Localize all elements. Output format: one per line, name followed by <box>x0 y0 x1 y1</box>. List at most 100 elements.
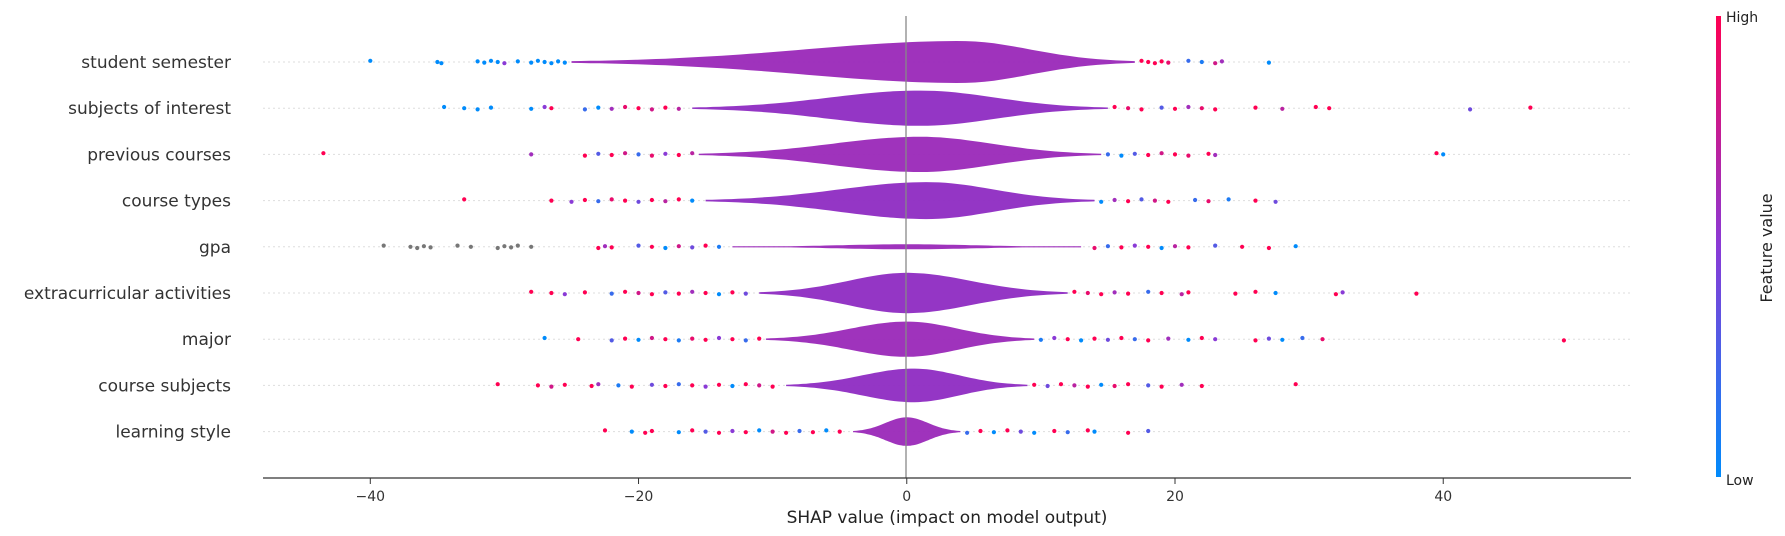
data-point <box>649 382 655 387</box>
data-point <box>663 105 668 110</box>
data-point <box>743 382 748 387</box>
data-point <box>991 430 997 435</box>
data-point <box>716 430 722 435</box>
data-point <box>623 289 628 294</box>
data-point <box>1099 382 1104 387</box>
data-point <box>784 430 789 435</box>
data-point <box>1112 104 1117 110</box>
data-point <box>502 61 507 66</box>
data-point <box>978 428 983 434</box>
data-point <box>1159 105 1164 110</box>
data-point <box>1327 106 1332 111</box>
data-point <box>482 60 487 65</box>
data-point <box>321 151 326 156</box>
data-point <box>1146 59 1151 65</box>
data-point <box>690 336 695 341</box>
data-point <box>609 338 614 343</box>
data-point <box>1172 106 1178 111</box>
feature-label: previous courses <box>87 145 231 165</box>
data-point <box>1213 243 1218 248</box>
data-point <box>1528 105 1533 110</box>
data-point <box>1266 60 1271 65</box>
data-point <box>1414 291 1419 296</box>
data-point <box>663 199 668 204</box>
data-point <box>743 430 748 435</box>
data-point <box>663 337 668 342</box>
data-point <box>609 106 614 111</box>
x-tick-label: −20 <box>624 489 654 505</box>
data-point <box>757 428 762 433</box>
data-point <box>1092 245 1097 251</box>
data-point <box>495 382 500 387</box>
data-point <box>824 428 829 433</box>
data-point <box>408 244 413 249</box>
data-point <box>1072 383 1077 388</box>
data-point <box>1159 59 1164 64</box>
data-point <box>1085 384 1090 389</box>
data-point <box>529 106 534 111</box>
data-point <box>609 197 614 202</box>
violin-shape <box>786 368 1028 403</box>
data-point <box>442 104 447 110</box>
colorbar-gradient <box>1716 16 1721 477</box>
data-point <box>616 383 621 388</box>
data-point <box>649 244 655 249</box>
data-point <box>623 198 628 203</box>
data-point <box>1058 382 1064 387</box>
data-point <box>1340 290 1345 295</box>
data-point <box>569 199 574 204</box>
data-point <box>582 290 588 295</box>
data-point <box>562 292 567 297</box>
data-point <box>475 59 480 64</box>
feature-row: student semester <box>81 41 1631 83</box>
data-point <box>757 336 762 341</box>
data-point <box>690 151 695 156</box>
data-point <box>1233 291 1238 296</box>
data-point <box>428 245 433 250</box>
data-point <box>636 243 641 248</box>
data-point <box>1018 429 1023 434</box>
data-point <box>1126 430 1131 435</box>
data-point <box>1179 292 1184 297</box>
data-point <box>549 384 554 389</box>
data-point <box>636 152 641 157</box>
data-point <box>1172 244 1178 249</box>
feature-label: student semester <box>81 53 231 73</box>
data-point <box>676 291 681 296</box>
data-point <box>629 429 634 434</box>
data-point <box>1052 335 1057 341</box>
data-point <box>596 382 601 387</box>
data-point <box>1092 336 1097 341</box>
data-point <box>730 383 735 389</box>
data-point <box>509 245 514 250</box>
data-point <box>703 384 708 389</box>
feature-row: course subjects <box>98 368 1631 403</box>
data-point <box>1146 383 1151 388</box>
data-point <box>1112 197 1117 203</box>
data-point <box>1213 61 1218 66</box>
data-point <box>1186 245 1191 250</box>
feature-label: subjects of interest <box>68 99 231 119</box>
data-point <box>770 384 775 389</box>
data-point <box>596 151 601 156</box>
data-point <box>1186 153 1191 158</box>
data-point <box>1132 337 1137 342</box>
data-point <box>690 428 695 433</box>
violin-shape <box>698 136 1102 172</box>
feature-row: learning style <box>115 417 1631 446</box>
data-point <box>1092 429 1097 434</box>
data-point <box>549 290 554 296</box>
data-point <box>515 59 520 64</box>
data-point <box>1139 58 1144 63</box>
data-point <box>1139 197 1144 202</box>
data-point <box>421 244 426 249</box>
data-point <box>1159 290 1164 296</box>
x-tick-label: 20 <box>1166 489 1184 505</box>
data-point <box>1146 289 1151 294</box>
data-point <box>663 151 668 156</box>
data-point <box>1126 382 1131 387</box>
data-point <box>623 104 628 110</box>
data-point <box>1253 105 1258 110</box>
data-point <box>1320 337 1325 342</box>
